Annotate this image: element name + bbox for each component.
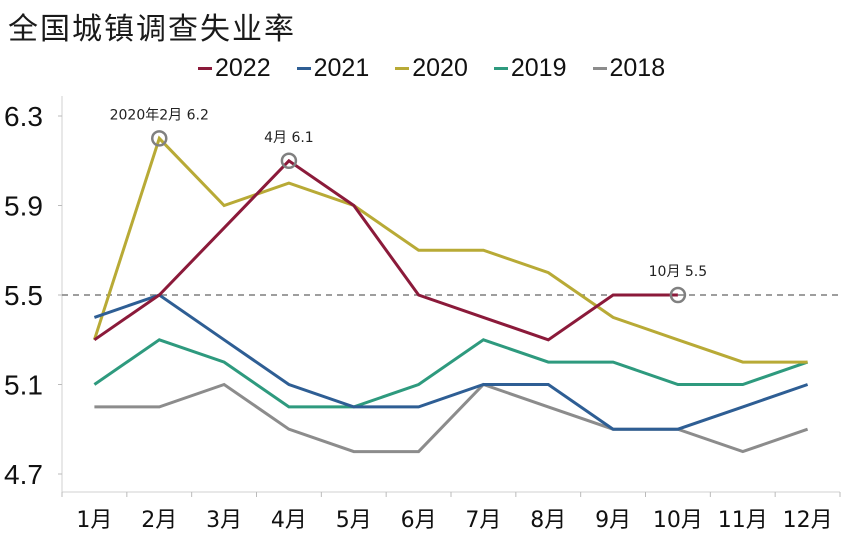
y-tick-label: 5.5: [4, 280, 43, 311]
y-tick-label: 5.1: [4, 370, 43, 401]
chart-title: 全国城镇调查失业率: [8, 12, 296, 47]
series-group: [92, 135, 809, 454]
annotation-label: 10月 5.5: [649, 264, 708, 280]
annotation-label: 4月 6.1: [264, 130, 314, 146]
x-tick-label: 12月: [783, 508, 833, 533]
annotation-marker: [669, 286, 687, 304]
x-tick-label: 9月: [595, 508, 631, 533]
legend-label: 2019: [510, 54, 567, 82]
series-line-2019: [93, 338, 809, 409]
legend-swatch: [592, 67, 607, 70]
x-tick-label: 7月: [465, 508, 501, 533]
legend-swatch: [198, 67, 212, 70]
legend-label: 2021: [313, 54, 370, 82]
legend-label: 2018: [609, 54, 666, 82]
axes: 6.3 5.9 5.5 5.1 4.7 1月 2月 3月 4月 5月 6月 7月 8月 9月 10月 11月 1…: [4, 96, 841, 533]
x-tick-label: 8月: [530, 508, 566, 533]
series-line-2018: [94, 382, 809, 454]
series-line-2021: [93, 293, 809, 431]
legend-item-2020: 2020: [395, 54, 468, 83]
legend-swatch: [493, 67, 508, 70]
x-tick-label: 11月: [718, 508, 768, 533]
annotation-marker: [151, 130, 168, 147]
x-tick-label: 5月: [336, 508, 372, 533]
x-tick-label: 3月: [206, 508, 242, 533]
annotations-group: 2020年2月 6.2 4月 6.1 10月 5.5: [110, 107, 708, 304]
x-tick-label: 1月: [76, 508, 112, 533]
legend-label: 2022: [215, 54, 271, 82]
x-tick-label: 6月: [401, 508, 437, 533]
x-tick-label: 10月: [653, 508, 703, 533]
legend-swatch: [395, 67, 410, 70]
series-line-2022: [93, 158, 678, 342]
y-tick-label: 6.3: [4, 101, 43, 132]
legend-item-2019: 2019: [493, 54, 567, 83]
x-tick-label: 4月: [271, 508, 307, 533]
legend: 2022 2021 2020 2019 2018: [198, 54, 665, 83]
annotation-marker: [280, 152, 298, 169]
legend-item-2018: 2018: [592, 54, 666, 83]
legend-swatch: [296, 67, 311, 70]
x-tick-label: 2月: [141, 508, 177, 533]
series-line-2020: [92, 135, 808, 364]
y-tick-label: 5.9: [4, 191, 43, 222]
annotation-label: 2020年2月 6.2: [110, 107, 209, 123]
legend-item-2022: 2022: [198, 54, 271, 83]
legend-label: 2020: [412, 54, 468, 82]
y-tick-label: 4.7: [4, 459, 43, 490]
legend-item-2021: 2021: [296, 54, 370, 83]
